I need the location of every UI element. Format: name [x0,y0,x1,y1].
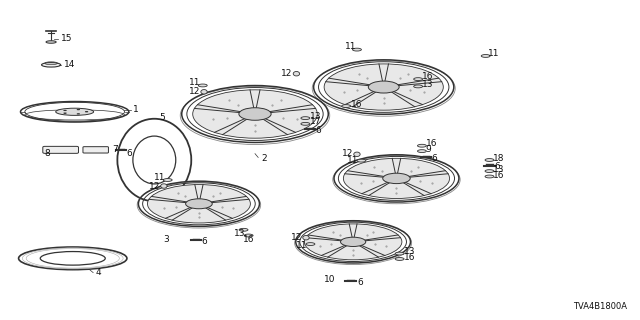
Ellipse shape [147,185,250,223]
Ellipse shape [417,144,426,147]
Text: 6: 6 [357,278,363,287]
Ellipse shape [485,170,494,172]
Text: 17: 17 [310,117,321,126]
Ellipse shape [354,152,360,156]
Ellipse shape [77,109,80,110]
Text: 9: 9 [426,145,431,154]
Ellipse shape [63,110,67,111]
Text: 15: 15 [61,34,72,43]
Text: 12: 12 [281,69,292,78]
Text: 6: 6 [202,237,207,246]
Ellipse shape [342,105,351,108]
Text: 7: 7 [112,145,118,154]
Text: 16: 16 [351,100,362,109]
Text: 13: 13 [234,229,246,238]
Text: 16: 16 [243,236,254,244]
Text: 13: 13 [493,165,505,174]
Ellipse shape [395,258,404,260]
Ellipse shape [46,41,56,43]
Ellipse shape [413,85,422,88]
Text: 16: 16 [404,253,415,262]
Text: 11: 11 [154,173,165,182]
Ellipse shape [303,236,309,240]
Ellipse shape [417,150,426,153]
Text: 13: 13 [422,80,433,89]
Text: 6: 6 [495,163,500,172]
Text: 11: 11 [189,78,200,87]
Text: 16: 16 [426,139,437,148]
Ellipse shape [306,243,315,245]
Text: 2: 2 [261,154,267,163]
Ellipse shape [201,90,207,94]
Ellipse shape [163,179,172,181]
Ellipse shape [56,108,93,116]
Text: 12: 12 [291,233,303,242]
Text: TVA4B1800A: TVA4B1800A [573,302,627,311]
Ellipse shape [301,123,310,125]
Ellipse shape [485,159,494,161]
Text: 12: 12 [148,181,160,190]
Ellipse shape [186,199,212,209]
Text: 13: 13 [310,112,321,121]
FancyBboxPatch shape [83,147,108,153]
Ellipse shape [481,54,490,57]
Ellipse shape [368,81,399,93]
Text: 10: 10 [324,276,335,284]
Ellipse shape [239,228,248,231]
Text: 11: 11 [348,156,359,165]
Ellipse shape [293,71,300,76]
Ellipse shape [198,84,207,87]
Ellipse shape [305,224,402,260]
Ellipse shape [42,63,61,67]
Text: 6: 6 [315,126,321,135]
Text: 6: 6 [431,154,436,163]
Ellipse shape [324,64,444,110]
Text: 13: 13 [404,247,415,257]
Text: 14: 14 [64,60,76,69]
Text: 4: 4 [96,268,101,277]
Ellipse shape [353,48,362,51]
Text: 12: 12 [342,149,354,158]
Ellipse shape [193,90,317,138]
Text: 16: 16 [422,72,433,81]
Ellipse shape [357,159,366,162]
Text: 8: 8 [44,148,50,157]
Ellipse shape [244,234,253,237]
FancyBboxPatch shape [43,146,79,153]
Text: 11: 11 [488,49,500,58]
Ellipse shape [301,117,310,120]
Ellipse shape [383,173,410,184]
Ellipse shape [485,175,494,178]
Text: 6: 6 [126,148,132,157]
Ellipse shape [161,184,167,188]
Text: 11: 11 [296,241,308,250]
Ellipse shape [344,158,449,198]
Text: 16: 16 [493,171,505,180]
Text: 1: 1 [133,105,139,114]
Text: 18: 18 [493,154,505,163]
Ellipse shape [413,78,422,81]
Text: 5: 5 [159,113,165,122]
Ellipse shape [239,108,271,120]
Ellipse shape [395,252,404,255]
Text: 3: 3 [163,235,169,244]
Ellipse shape [340,237,365,246]
Text: 11: 11 [345,42,356,51]
Text: 12: 12 [189,87,200,96]
